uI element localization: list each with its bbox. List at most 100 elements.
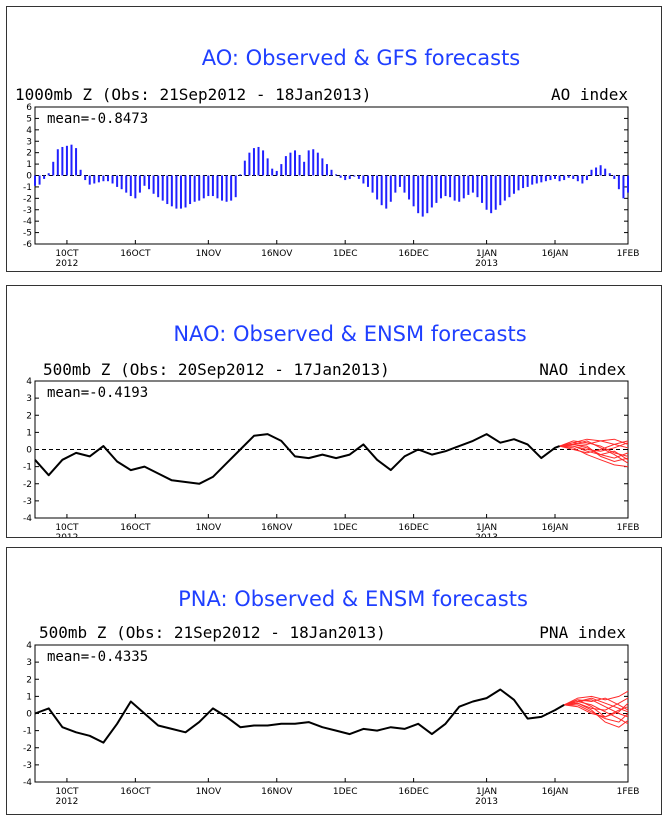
mean-label: mean=-0.8473 [47, 111, 148, 127]
ao-bar [106, 175, 109, 182]
y-tick-label: 6 [26, 103, 32, 113]
ao-bar [590, 169, 593, 176]
x-tick-label: 16OCT [120, 523, 151, 533]
index-label: AO index [551, 85, 628, 104]
y-tick-label: -1 [23, 727, 32, 737]
forecast-member-line [559, 443, 629, 454]
x-tick-label: 16NOV [261, 249, 293, 259]
x-tick-label: 1JAN [476, 523, 497, 533]
ao-bar [134, 175, 137, 199]
ao-bar [544, 175, 547, 182]
ao-bar [458, 175, 461, 202]
ao-bar [526, 175, 529, 187]
ao-bar [307, 150, 310, 176]
x-tick-label: 10CT [55, 523, 79, 533]
y-tick-label: -3 [23, 206, 32, 216]
chart-subtitle: 500mb Z (Obs: 21Sep2012 - 18Jan2013) [39, 623, 386, 642]
ao-bar [143, 175, 146, 186]
nao-chart: NAO: Observed & ENSM forecasts 500mb Z (… [23, 322, 639, 537]
ao-bar [111, 175, 114, 184]
y-tick-label: 3 [26, 137, 32, 147]
x-tick-label: 1FEB [617, 249, 640, 259]
ao-bar [417, 175, 420, 214]
ao-bar [234, 175, 237, 198]
x-tick-label: 1JAN [476, 787, 497, 797]
index-label: NAO index [539, 360, 626, 379]
x-tick-year-label: 2013 [475, 533, 498, 537]
x-tick-label: 10CT [55, 249, 79, 259]
ao-bar [330, 169, 333, 176]
ao-bar [216, 175, 219, 199]
ao-bar [371, 175, 374, 193]
ao-bar [289, 152, 292, 176]
ao-bar [116, 175, 119, 187]
ao-bar [184, 175, 187, 208]
ao-bar [394, 175, 397, 193]
ao-bar [129, 175, 132, 197]
observed-line [34, 433, 560, 485]
x-tick-label: 16OCT [120, 249, 151, 259]
ao-bar [257, 146, 260, 176]
ao-bar [252, 148, 255, 176]
ao-bar [357, 175, 360, 179]
ao-bar [572, 175, 575, 179]
ao-bar [366, 175, 369, 187]
ao-bar [512, 175, 515, 194]
ao-bar [462, 175, 465, 199]
x-tick-label: 1DEC [333, 523, 358, 533]
ao-bar [439, 175, 442, 199]
y-tick-label: 2 [26, 149, 32, 159]
ao-bar [613, 175, 616, 179]
y-tick-label: -4 [23, 778, 32, 788]
ao-bar [179, 175, 182, 209]
forecast-member-line [564, 704, 629, 723]
ao-bar [161, 175, 164, 201]
forecast-member-line [559, 445, 629, 461]
x-tick-label: 1NOV [196, 249, 222, 259]
ao-bar [97, 175, 100, 183]
forecast-member-line [563, 697, 629, 711]
ao-bar [52, 161, 55, 176]
y-tick-label: -2 [23, 480, 32, 490]
ao-bar [88, 175, 91, 185]
ao-chart: AO: Observed & GFS forecasts 1000mb Z (O… [15, 46, 639, 269]
x-tick-year-label: 2012 [55, 259, 78, 269]
ao-bar [412, 175, 415, 207]
x-tick-label: 16JAN [542, 787, 569, 797]
x-tick-year-label: 2013 [475, 259, 498, 269]
forecast-member-line [559, 440, 629, 464]
ao-bar [138, 175, 141, 193]
forecast-member-line [559, 445, 629, 468]
ao-bar [554, 175, 557, 179]
ao-bar [93, 175, 96, 184]
y-tick-label: 3 [26, 394, 32, 404]
y-tick-label: -4 [23, 217, 32, 227]
ao-bar [102, 175, 105, 182]
x-tick-year-label: 2013 [475, 797, 498, 807]
ao-bar [385, 175, 388, 209]
ao-bar [275, 170, 278, 176]
forecast-member-line [564, 697, 629, 711]
ao-bar [211, 175, 214, 197]
ao-bar [380, 175, 383, 206]
ao-bar [316, 152, 319, 176]
ao-bar [348, 175, 351, 179]
ao-bar [335, 174, 338, 176]
ao-bar [599, 165, 602, 176]
y-tick-label: 4 [26, 126, 32, 136]
ao-bar [430, 175, 433, 208]
observed-line [34, 688, 565, 744]
y-tick-label: -3 [23, 761, 32, 771]
mean-label: mean=-0.4335 [47, 649, 148, 665]
ao-bar [294, 150, 297, 176]
y-tick-label: 2 [26, 411, 32, 421]
ao-bar [79, 169, 82, 176]
mean-label: mean=-0.4193 [47, 385, 148, 401]
ao-bar [567, 175, 570, 178]
ao-bar [271, 168, 274, 176]
y-tick-label: 0 [26, 446, 32, 456]
y-tick-label: 1 [26, 428, 32, 438]
x-tick-label: 1NOV [196, 523, 222, 533]
